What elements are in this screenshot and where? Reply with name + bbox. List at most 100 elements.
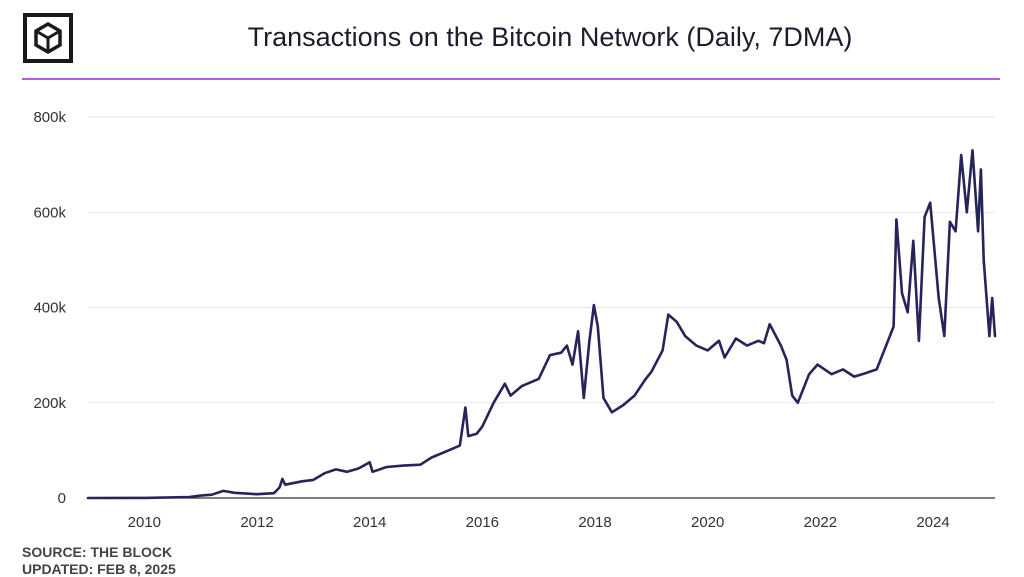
data-point <box>695 344 698 347</box>
data-point <box>577 330 579 333</box>
x-tick-label: 2024 <box>916 514 949 530</box>
y-tick-label: 800k <box>33 109 66 126</box>
data-point <box>281 478 284 480</box>
data-point <box>385 466 388 468</box>
data-point <box>532 380 534 383</box>
data-point <box>323 472 326 475</box>
data-point <box>459 444 461 447</box>
data-point <box>830 373 833 376</box>
data-point <box>954 230 957 233</box>
data-point <box>571 363 574 366</box>
data-point <box>667 313 670 316</box>
data-point <box>780 344 782 347</box>
data-point <box>808 373 810 376</box>
data-point <box>346 471 348 473</box>
data-point <box>368 461 371 464</box>
data-point <box>901 292 903 294</box>
data-point <box>447 449 450 452</box>
data-point <box>335 468 337 471</box>
updated-note: UPDATED: FEB 8, 2025 <box>22 561 176 577</box>
data-point <box>481 425 484 428</box>
x-tick-label: 2022 <box>804 514 837 530</box>
data-point <box>430 456 433 459</box>
data-point <box>887 340 889 342</box>
data-point <box>912 240 915 242</box>
data-point <box>597 325 599 328</box>
cube-outline-icon <box>23 13 73 63</box>
data-point <box>994 335 996 337</box>
data-point <box>895 218 898 221</box>
x-tick-label: 2016 <box>466 514 499 530</box>
data-point <box>509 394 512 397</box>
x-axis: 2010 2012 2014 2016 2018 2020 2022 2024 <box>88 497 995 530</box>
data-point <box>87 497 89 499</box>
grid-lines <box>88 116 995 404</box>
data-point <box>864 372 867 375</box>
data-point <box>842 368 844 371</box>
data-point <box>492 402 495 404</box>
y-tick-label: 400k <box>33 300 66 317</box>
data-point <box>273 492 275 495</box>
data-point <box>602 397 605 399</box>
data-point <box>816 363 819 366</box>
data-point <box>735 337 737 340</box>
data-point <box>521 385 523 387</box>
data-point <box>971 149 974 152</box>
data-point <box>644 378 647 380</box>
data-point <box>622 404 624 406</box>
data-point <box>977 230 979 233</box>
data-point <box>256 493 258 496</box>
data-point <box>923 216 926 218</box>
data-point <box>991 297 993 299</box>
data-point <box>233 492 236 494</box>
data-point <box>593 304 595 306</box>
data-point <box>312 479 315 481</box>
x-tick-label: 2018 <box>578 514 611 530</box>
data-point <box>188 496 191 498</box>
data-point <box>583 397 585 399</box>
data-point <box>661 349 664 352</box>
data-point <box>937 297 940 299</box>
data-point <box>475 432 478 435</box>
data-point <box>402 464 405 467</box>
data-point <box>301 480 303 483</box>
data-point <box>906 311 909 314</box>
data-point <box>371 471 374 473</box>
data-point <box>853 375 855 378</box>
data-point <box>960 154 962 156</box>
data-point <box>504 382 506 385</box>
data-point <box>746 344 748 347</box>
data-point <box>684 335 686 337</box>
data-point <box>588 340 591 342</box>
data-point <box>675 321 678 323</box>
data-point <box>797 402 799 404</box>
data-point <box>650 371 653 373</box>
data-point <box>757 340 760 342</box>
data-point <box>706 349 709 352</box>
data-point <box>537 378 540 380</box>
data-point <box>278 486 281 489</box>
data-point <box>988 335 991 337</box>
data-point <box>980 168 982 171</box>
data-point <box>892 325 895 328</box>
y-tick-label: 0 <box>58 490 66 507</box>
series-group <box>86 149 997 500</box>
data-point <box>791 394 793 397</box>
data-point <box>723 356 726 359</box>
data-point <box>949 221 951 223</box>
data-point <box>357 467 360 470</box>
data-point <box>211 493 213 496</box>
x-tick-label: 2020 <box>691 514 724 530</box>
data-point <box>966 211 968 214</box>
data-point <box>464 406 467 409</box>
data-point <box>560 351 562 354</box>
data-point <box>763 342 765 344</box>
data-point <box>419 463 422 466</box>
data-point <box>633 394 636 397</box>
x-tick-label: 2014 <box>353 514 386 530</box>
data-point <box>284 483 287 486</box>
y-tick-label: 600k <box>33 204 66 221</box>
data-point <box>918 340 920 342</box>
x-tick-label: 2012 <box>240 514 273 530</box>
source-note: SOURCE: THE BLOCK <box>22 544 173 560</box>
